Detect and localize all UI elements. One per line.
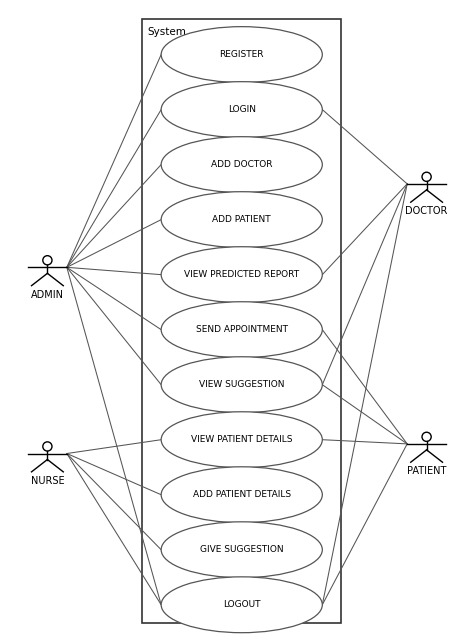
Text: VIEW SUGGESTION: VIEW SUGGESTION xyxy=(199,380,284,389)
Text: NURSE: NURSE xyxy=(31,476,64,486)
Text: ADMIN: ADMIN xyxy=(31,290,64,300)
Text: PATIENT: PATIENT xyxy=(407,467,447,476)
Ellipse shape xyxy=(161,412,322,467)
Text: ADD DOCTOR: ADD DOCTOR xyxy=(211,160,273,169)
FancyBboxPatch shape xyxy=(142,19,341,623)
Text: VIEW PREDICTED REPORT: VIEW PREDICTED REPORT xyxy=(184,270,299,279)
Ellipse shape xyxy=(161,27,322,83)
Text: System: System xyxy=(147,27,186,37)
Text: REGISTER: REGISTER xyxy=(219,50,264,59)
Ellipse shape xyxy=(161,467,322,523)
Ellipse shape xyxy=(161,192,322,248)
Text: LOGOUT: LOGOUT xyxy=(223,600,261,609)
Ellipse shape xyxy=(161,82,322,137)
Text: ADD PATIENT: ADD PATIENT xyxy=(212,215,271,224)
Text: GIVE SUGGESTION: GIVE SUGGESTION xyxy=(200,545,283,554)
Ellipse shape xyxy=(161,247,322,302)
Text: DOCTOR: DOCTOR xyxy=(405,207,448,216)
Ellipse shape xyxy=(161,137,322,193)
Ellipse shape xyxy=(161,302,322,358)
Ellipse shape xyxy=(161,357,322,413)
Ellipse shape xyxy=(43,442,52,451)
Text: LOGIN: LOGIN xyxy=(228,105,256,114)
Ellipse shape xyxy=(422,172,431,182)
Text: ADD PATIENT DETAILS: ADD PATIENT DETAILS xyxy=(192,490,291,499)
Ellipse shape xyxy=(422,432,431,442)
Text: SEND APPOINTMENT: SEND APPOINTMENT xyxy=(196,325,288,334)
Text: VIEW PATIENT DETAILS: VIEW PATIENT DETAILS xyxy=(191,435,292,444)
Ellipse shape xyxy=(43,256,52,265)
Ellipse shape xyxy=(161,522,322,578)
Ellipse shape xyxy=(161,577,322,633)
